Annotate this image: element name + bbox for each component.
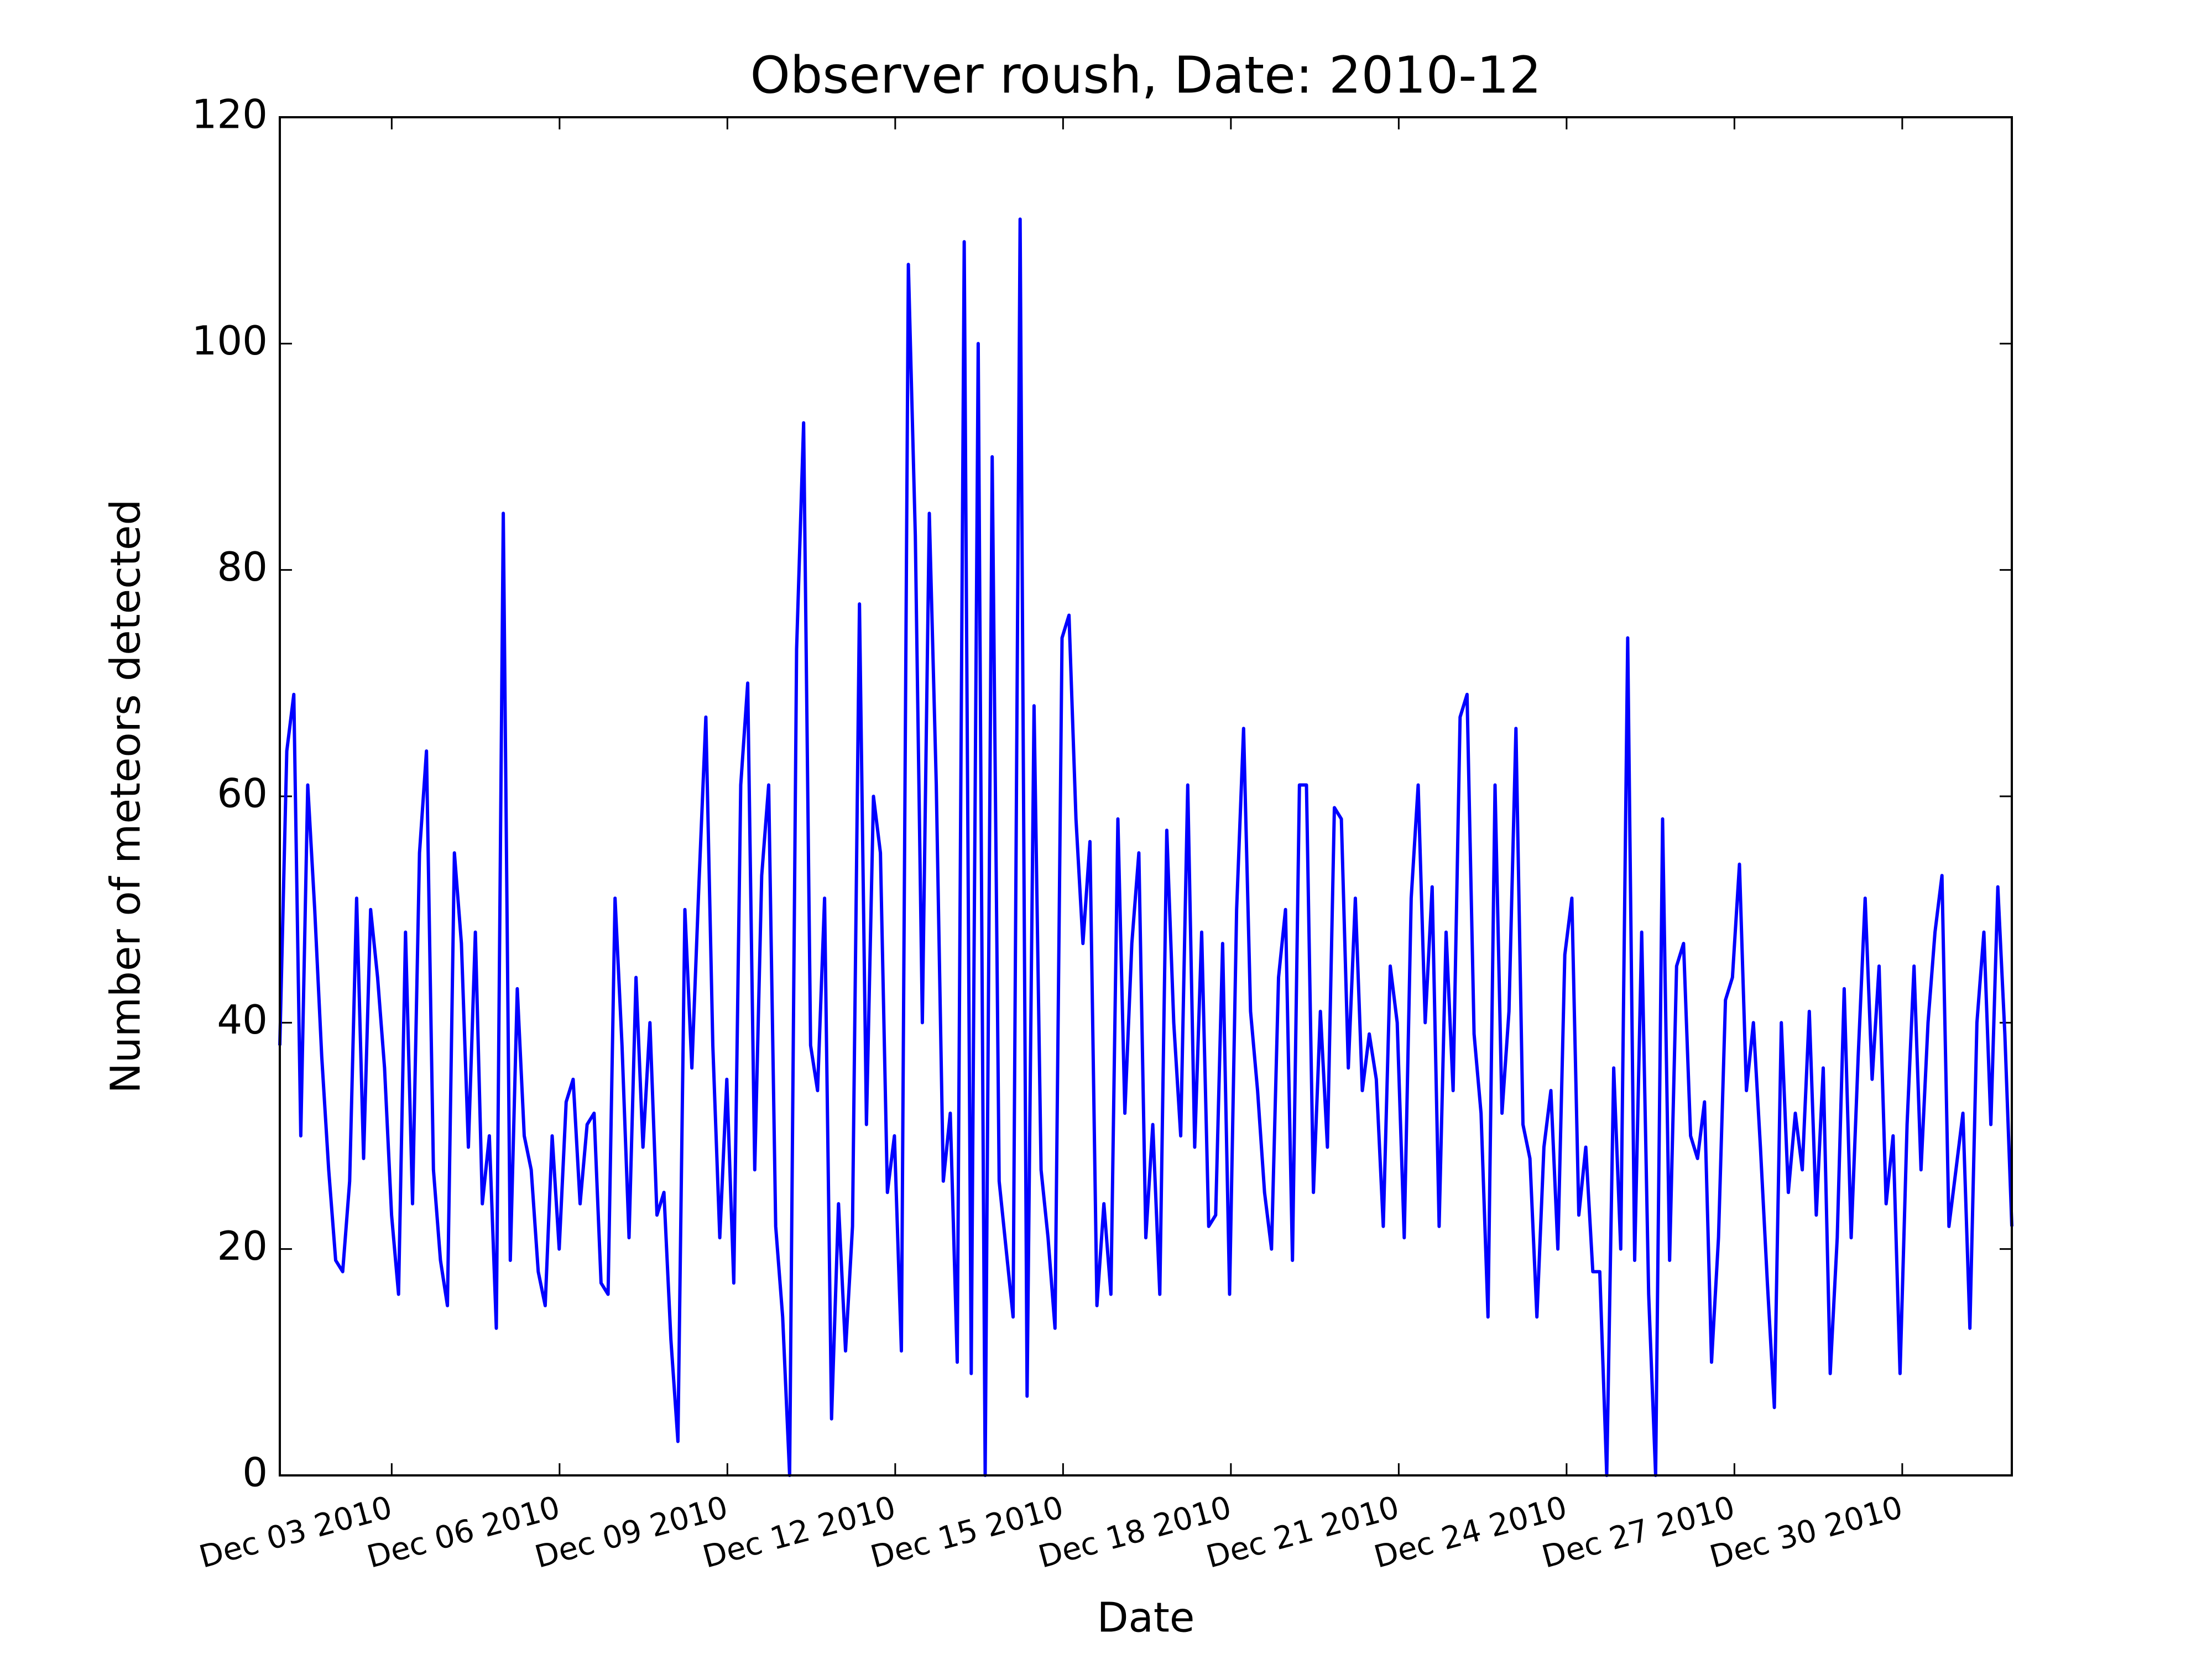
y-tick-label: 20: [217, 1223, 268, 1269]
y-tick-label: 100: [192, 317, 268, 364]
x-tick-label: Dec 18 2010: [1035, 1489, 1235, 1575]
x-tick-label: Dec 24 2010: [1370, 1489, 1571, 1575]
y-tick-label: 0: [242, 1449, 268, 1496]
x-tick-label: Dec 27 2010: [1538, 1489, 1739, 1575]
x-tick-label: Dec 09 2010: [531, 1489, 732, 1575]
x-tick-label: Dec 15 2010: [867, 1489, 1067, 1575]
data-line: [278, 217, 2013, 1477]
x-tick-label: Dec 12 2010: [699, 1489, 899, 1575]
x-tick-label: Dec 30 2010: [1706, 1489, 1906, 1575]
y-tick-label: 40: [217, 997, 268, 1043]
y-axis-label: Number of meteors detected: [102, 499, 150, 1094]
x-tick-label: Dec 06 2010: [363, 1489, 564, 1575]
x-axis-label: Date: [1097, 1594, 1195, 1642]
chart-title: Observer roush, Date: 2010-12: [750, 45, 1542, 105]
y-tick-label: 60: [217, 770, 268, 817]
x-tick-label: Dec 21 2010: [1203, 1489, 1403, 1575]
x-tick-label: Dec 03 2010: [195, 1489, 395, 1575]
plot-frame: [279, 116, 2013, 1477]
y-tick-label: 80: [217, 544, 268, 590]
y-tick-label: 120: [192, 91, 268, 138]
